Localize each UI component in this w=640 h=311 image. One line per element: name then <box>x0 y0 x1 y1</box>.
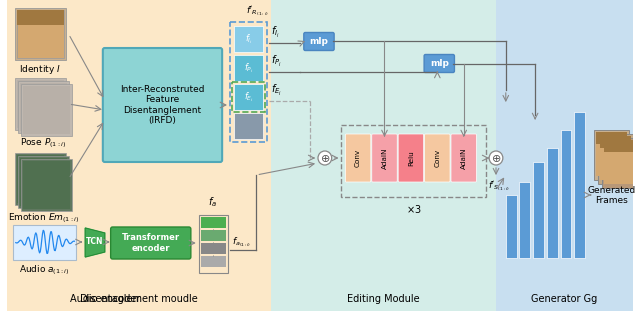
Text: $f_a$: $f_a$ <box>208 195 217 209</box>
Text: $f_{P_i}$: $f_{P_i}$ <box>244 61 253 75</box>
Text: Editing Module: Editing Module <box>348 294 420 304</box>
Text: $\oplus$: $\oplus$ <box>320 152 330 164</box>
Text: Generated
Frames: Generated Frames <box>588 186 636 205</box>
FancyBboxPatch shape <box>15 8 66 60</box>
FancyBboxPatch shape <box>602 138 637 188</box>
FancyBboxPatch shape <box>596 144 627 176</box>
FancyBboxPatch shape <box>598 134 633 184</box>
FancyBboxPatch shape <box>200 243 226 254</box>
FancyBboxPatch shape <box>20 83 67 131</box>
FancyBboxPatch shape <box>234 113 263 139</box>
Text: Conv: Conv <box>435 149 440 167</box>
Text: AdaIN: AdaIN <box>461 147 467 169</box>
Text: $\oplus$: $\oplus$ <box>491 152 501 164</box>
Polygon shape <box>85 228 105 257</box>
Text: mlp: mlp <box>310 37 328 46</box>
FancyBboxPatch shape <box>17 10 64 25</box>
FancyBboxPatch shape <box>424 134 450 182</box>
Text: Transformer
encoder: Transformer encoder <box>122 233 180 253</box>
FancyBboxPatch shape <box>547 148 557 258</box>
FancyBboxPatch shape <box>20 159 72 211</box>
FancyBboxPatch shape <box>604 152 635 184</box>
Text: $f'_{S_{(1:i)}}$: $f'_{S_{(1:i)}}$ <box>488 180 510 193</box>
FancyBboxPatch shape <box>15 153 66 205</box>
FancyBboxPatch shape <box>520 182 530 258</box>
FancyBboxPatch shape <box>200 230 226 241</box>
Circle shape <box>489 151 503 165</box>
FancyBboxPatch shape <box>600 148 631 180</box>
FancyBboxPatch shape <box>304 33 334 50</box>
FancyBboxPatch shape <box>18 81 68 133</box>
FancyBboxPatch shape <box>424 54 454 72</box>
Text: $f'_{R_{(1:i)}}$: $f'_{R_{(1:i)}}$ <box>246 5 269 18</box>
FancyBboxPatch shape <box>200 217 226 228</box>
Text: AdaIN: AdaIN <box>381 147 387 169</box>
Text: $f_{a_{(1:i)}}$: $f_{a_{(1:i)}}$ <box>232 235 252 248</box>
Circle shape <box>318 151 332 165</box>
Text: $\times 3$: $\times 3$ <box>406 203 422 215</box>
FancyBboxPatch shape <box>234 26 263 52</box>
FancyBboxPatch shape <box>17 155 64 203</box>
FancyBboxPatch shape <box>561 130 572 258</box>
FancyBboxPatch shape <box>600 136 631 148</box>
FancyBboxPatch shape <box>234 84 263 110</box>
FancyBboxPatch shape <box>398 134 424 182</box>
FancyBboxPatch shape <box>22 161 70 209</box>
FancyBboxPatch shape <box>271 0 496 311</box>
FancyBboxPatch shape <box>234 55 263 81</box>
FancyBboxPatch shape <box>17 10 64 58</box>
Text: TCN: TCN <box>86 238 104 247</box>
FancyBboxPatch shape <box>604 140 635 152</box>
FancyBboxPatch shape <box>22 86 70 134</box>
Text: Inter-Reconstruted
Feature
Disentanglement
(IRFD): Inter-Reconstruted Feature Disentangleme… <box>120 85 205 125</box>
FancyBboxPatch shape <box>20 84 72 136</box>
Text: Audio encoder: Audio encoder <box>70 294 140 304</box>
FancyBboxPatch shape <box>451 134 476 182</box>
Text: $f_{E_i}$: $f_{E_i}$ <box>244 90 253 104</box>
FancyBboxPatch shape <box>496 0 633 311</box>
Text: Relu: Relu <box>408 150 414 166</box>
Text: Pose $P_{(1:i)}$: Pose $P_{(1:i)}$ <box>20 136 67 150</box>
Text: Audio $a_{(1:i)}$: Audio $a_{(1:i)}$ <box>19 263 70 277</box>
FancyBboxPatch shape <box>372 134 397 182</box>
Text: Disentaglement moudle: Disentaglement moudle <box>80 294 198 304</box>
Text: Emotion $Em_{(1:i)}$: Emotion $Em_{(1:i)}$ <box>8 211 79 225</box>
FancyBboxPatch shape <box>596 132 627 144</box>
FancyBboxPatch shape <box>15 78 66 130</box>
FancyBboxPatch shape <box>18 156 68 208</box>
FancyBboxPatch shape <box>594 130 629 180</box>
FancyBboxPatch shape <box>13 225 76 260</box>
Text: $f_{I_i}$: $f_{I_i}$ <box>244 32 252 46</box>
FancyBboxPatch shape <box>17 80 64 128</box>
Text: $f_{P_i}$: $f_{P_i}$ <box>271 54 282 69</box>
Text: $f_{E_i}$: $f_{E_i}$ <box>271 83 282 98</box>
FancyBboxPatch shape <box>7 0 271 311</box>
Text: Identity $I$: Identity $I$ <box>19 63 61 76</box>
FancyBboxPatch shape <box>533 162 544 258</box>
FancyBboxPatch shape <box>200 256 226 267</box>
FancyBboxPatch shape <box>574 112 585 258</box>
Text: Generator Gg: Generator Gg <box>531 294 598 304</box>
FancyBboxPatch shape <box>103 48 222 162</box>
FancyBboxPatch shape <box>506 195 516 258</box>
FancyBboxPatch shape <box>20 158 67 206</box>
Text: Conv: Conv <box>355 149 361 167</box>
Text: $f_{I_i}$: $f_{I_i}$ <box>271 25 280 40</box>
FancyBboxPatch shape <box>346 134 371 182</box>
Text: mlp: mlp <box>430 59 449 68</box>
FancyBboxPatch shape <box>111 227 191 259</box>
